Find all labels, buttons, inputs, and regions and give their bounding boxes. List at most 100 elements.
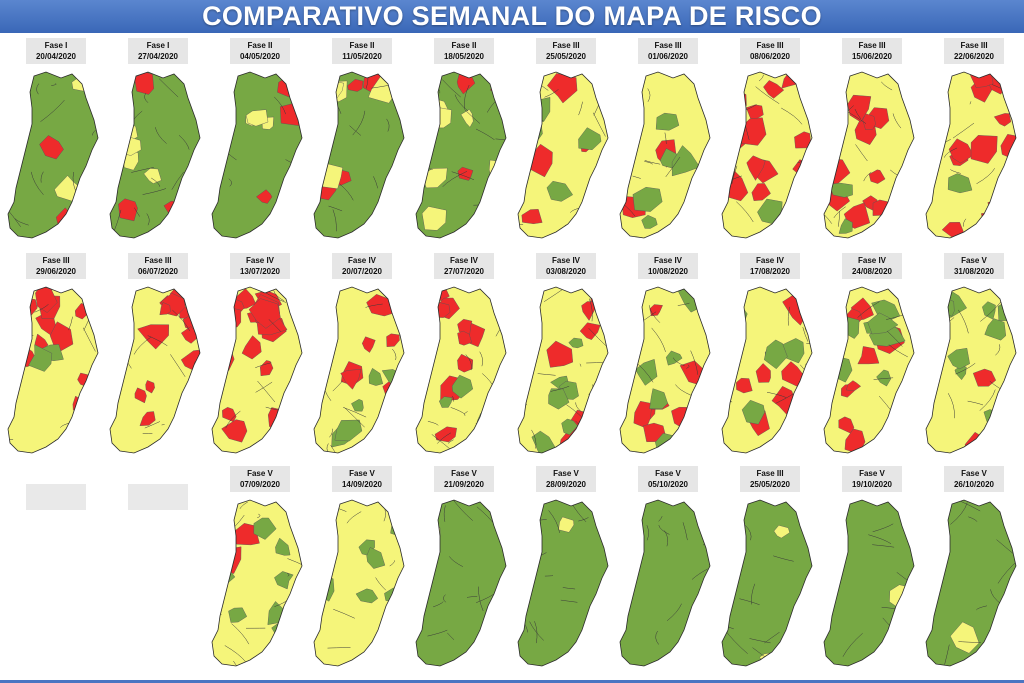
panel-label: Fase IV 03/08/2020 — [536, 253, 596, 279]
risk-region — [416, 523, 441, 545]
map-panel: Fase II 04/05/2020 — [210, 38, 306, 244]
risk-region — [457, 166, 474, 181]
municipality-border — [887, 330, 903, 347]
municipality-border — [899, 215, 905, 218]
municipality-border — [646, 525, 649, 541]
municipality-border — [344, 407, 365, 428]
risk-region — [321, 504, 335, 518]
risk-region — [741, 399, 765, 425]
municipality-border — [952, 122, 975, 139]
municipality-border — [578, 101, 583, 116]
risk-map — [517, 286, 609, 454]
municipality-border — [658, 516, 663, 522]
municipality-border — [802, 327, 809, 342]
municipality-border — [892, 113, 902, 129]
municipality-border — [888, 344, 908, 358]
risk-region — [546, 340, 574, 368]
municipality-border — [212, 506, 222, 525]
municipality-border — [777, 649, 790, 666]
panel-label: Fase III 25/05/2020 — [536, 38, 596, 64]
municipality-border — [346, 511, 362, 524]
municipality-border — [427, 629, 448, 637]
municipality-border — [947, 393, 955, 419]
risk-region — [253, 517, 277, 540]
municipality-border — [674, 222, 688, 238]
risk-region — [983, 409, 1003, 429]
municipality-border — [824, 287, 833, 300]
risk-region — [351, 399, 364, 412]
date-label: 13/07/2020 — [239, 267, 281, 276]
date-label: 31/08/2020 — [953, 267, 995, 276]
municipality-border — [732, 500, 736, 502]
municipality-border — [352, 110, 366, 136]
municipality-border — [171, 171, 184, 190]
panel-label: Fase V 21/09/2020 — [434, 466, 494, 492]
risk-region — [578, 127, 602, 151]
phase-label: Fase V — [859, 469, 885, 478]
municipality-border — [495, 138, 506, 142]
risk-region — [451, 374, 474, 399]
municipality-border — [691, 568, 708, 580]
date-label: 07/09/2020 — [239, 480, 281, 489]
risk-map — [313, 286, 405, 454]
map-panel: Fase III 22/06/2020 — [924, 38, 1020, 244]
municipality-border — [651, 327, 666, 352]
risk-region — [665, 350, 683, 366]
risk-region — [884, 421, 909, 449]
municipality-border — [809, 72, 812, 75]
state-outline — [823, 71, 915, 239]
risk-region — [641, 214, 658, 229]
map-panel: Fase II 11/05/2020 — [312, 38, 408, 244]
municipality-border — [314, 306, 326, 330]
risk-region — [334, 419, 363, 442]
risk-region — [548, 388, 570, 410]
risk-region — [947, 173, 973, 194]
municipality-border — [386, 118, 390, 132]
date-label: 14/09/2020 — [341, 480, 383, 489]
phase-label: Fase III — [756, 469, 784, 478]
municipality-border — [644, 160, 661, 165]
municipality-border — [178, 135, 190, 150]
map-panel: Fase III 29/06/2020 — [6, 253, 102, 459]
municipality-border — [479, 351, 483, 367]
municipality-border — [529, 621, 544, 641]
risk-map — [925, 71, 1017, 239]
panel-label — [128, 484, 188, 510]
municipality-border — [451, 171, 475, 181]
municipality-border — [976, 168, 996, 185]
municipality-border — [926, 111, 930, 137]
risk-region — [649, 388, 668, 410]
state-shape — [926, 500, 1016, 666]
municipality-border — [30, 171, 44, 195]
risk-region — [746, 155, 766, 181]
municipality-border — [833, 206, 846, 219]
municipality-border — [212, 597, 222, 615]
municipality-border — [968, 516, 978, 522]
municipality-border — [233, 660, 239, 666]
risk-region — [434, 426, 457, 443]
state-shape — [518, 72, 608, 238]
municipality-border — [620, 140, 636, 150]
risk-region — [993, 113, 1012, 127]
municipality-border — [236, 238, 239, 243]
municipality-border — [731, 510, 741, 524]
municipality-border — [327, 647, 351, 649]
state-outline — [211, 71, 303, 239]
map-panel: Fase III 06/07/2020 — [108, 253, 204, 459]
date-label: 22/06/2020 — [953, 52, 995, 61]
panel-label: Fase III 29/06/2020 — [26, 253, 86, 279]
state-outline — [721, 71, 813, 239]
municipality-border — [601, 205, 608, 221]
municipality-border — [599, 603, 606, 617]
municipality-border — [491, 500, 506, 512]
state-outline — [415, 71, 507, 239]
municipality-border — [1000, 624, 1010, 627]
municipality-border — [531, 555, 541, 558]
state-outline — [7, 71, 99, 239]
date-label: 20/04/2020 — [35, 52, 77, 61]
municipality-border — [787, 306, 791, 326]
phase-label: Fase I — [44, 41, 68, 50]
municipality-border — [495, 289, 500, 309]
risk-region — [620, 364, 635, 382]
municipality-border — [452, 395, 454, 402]
